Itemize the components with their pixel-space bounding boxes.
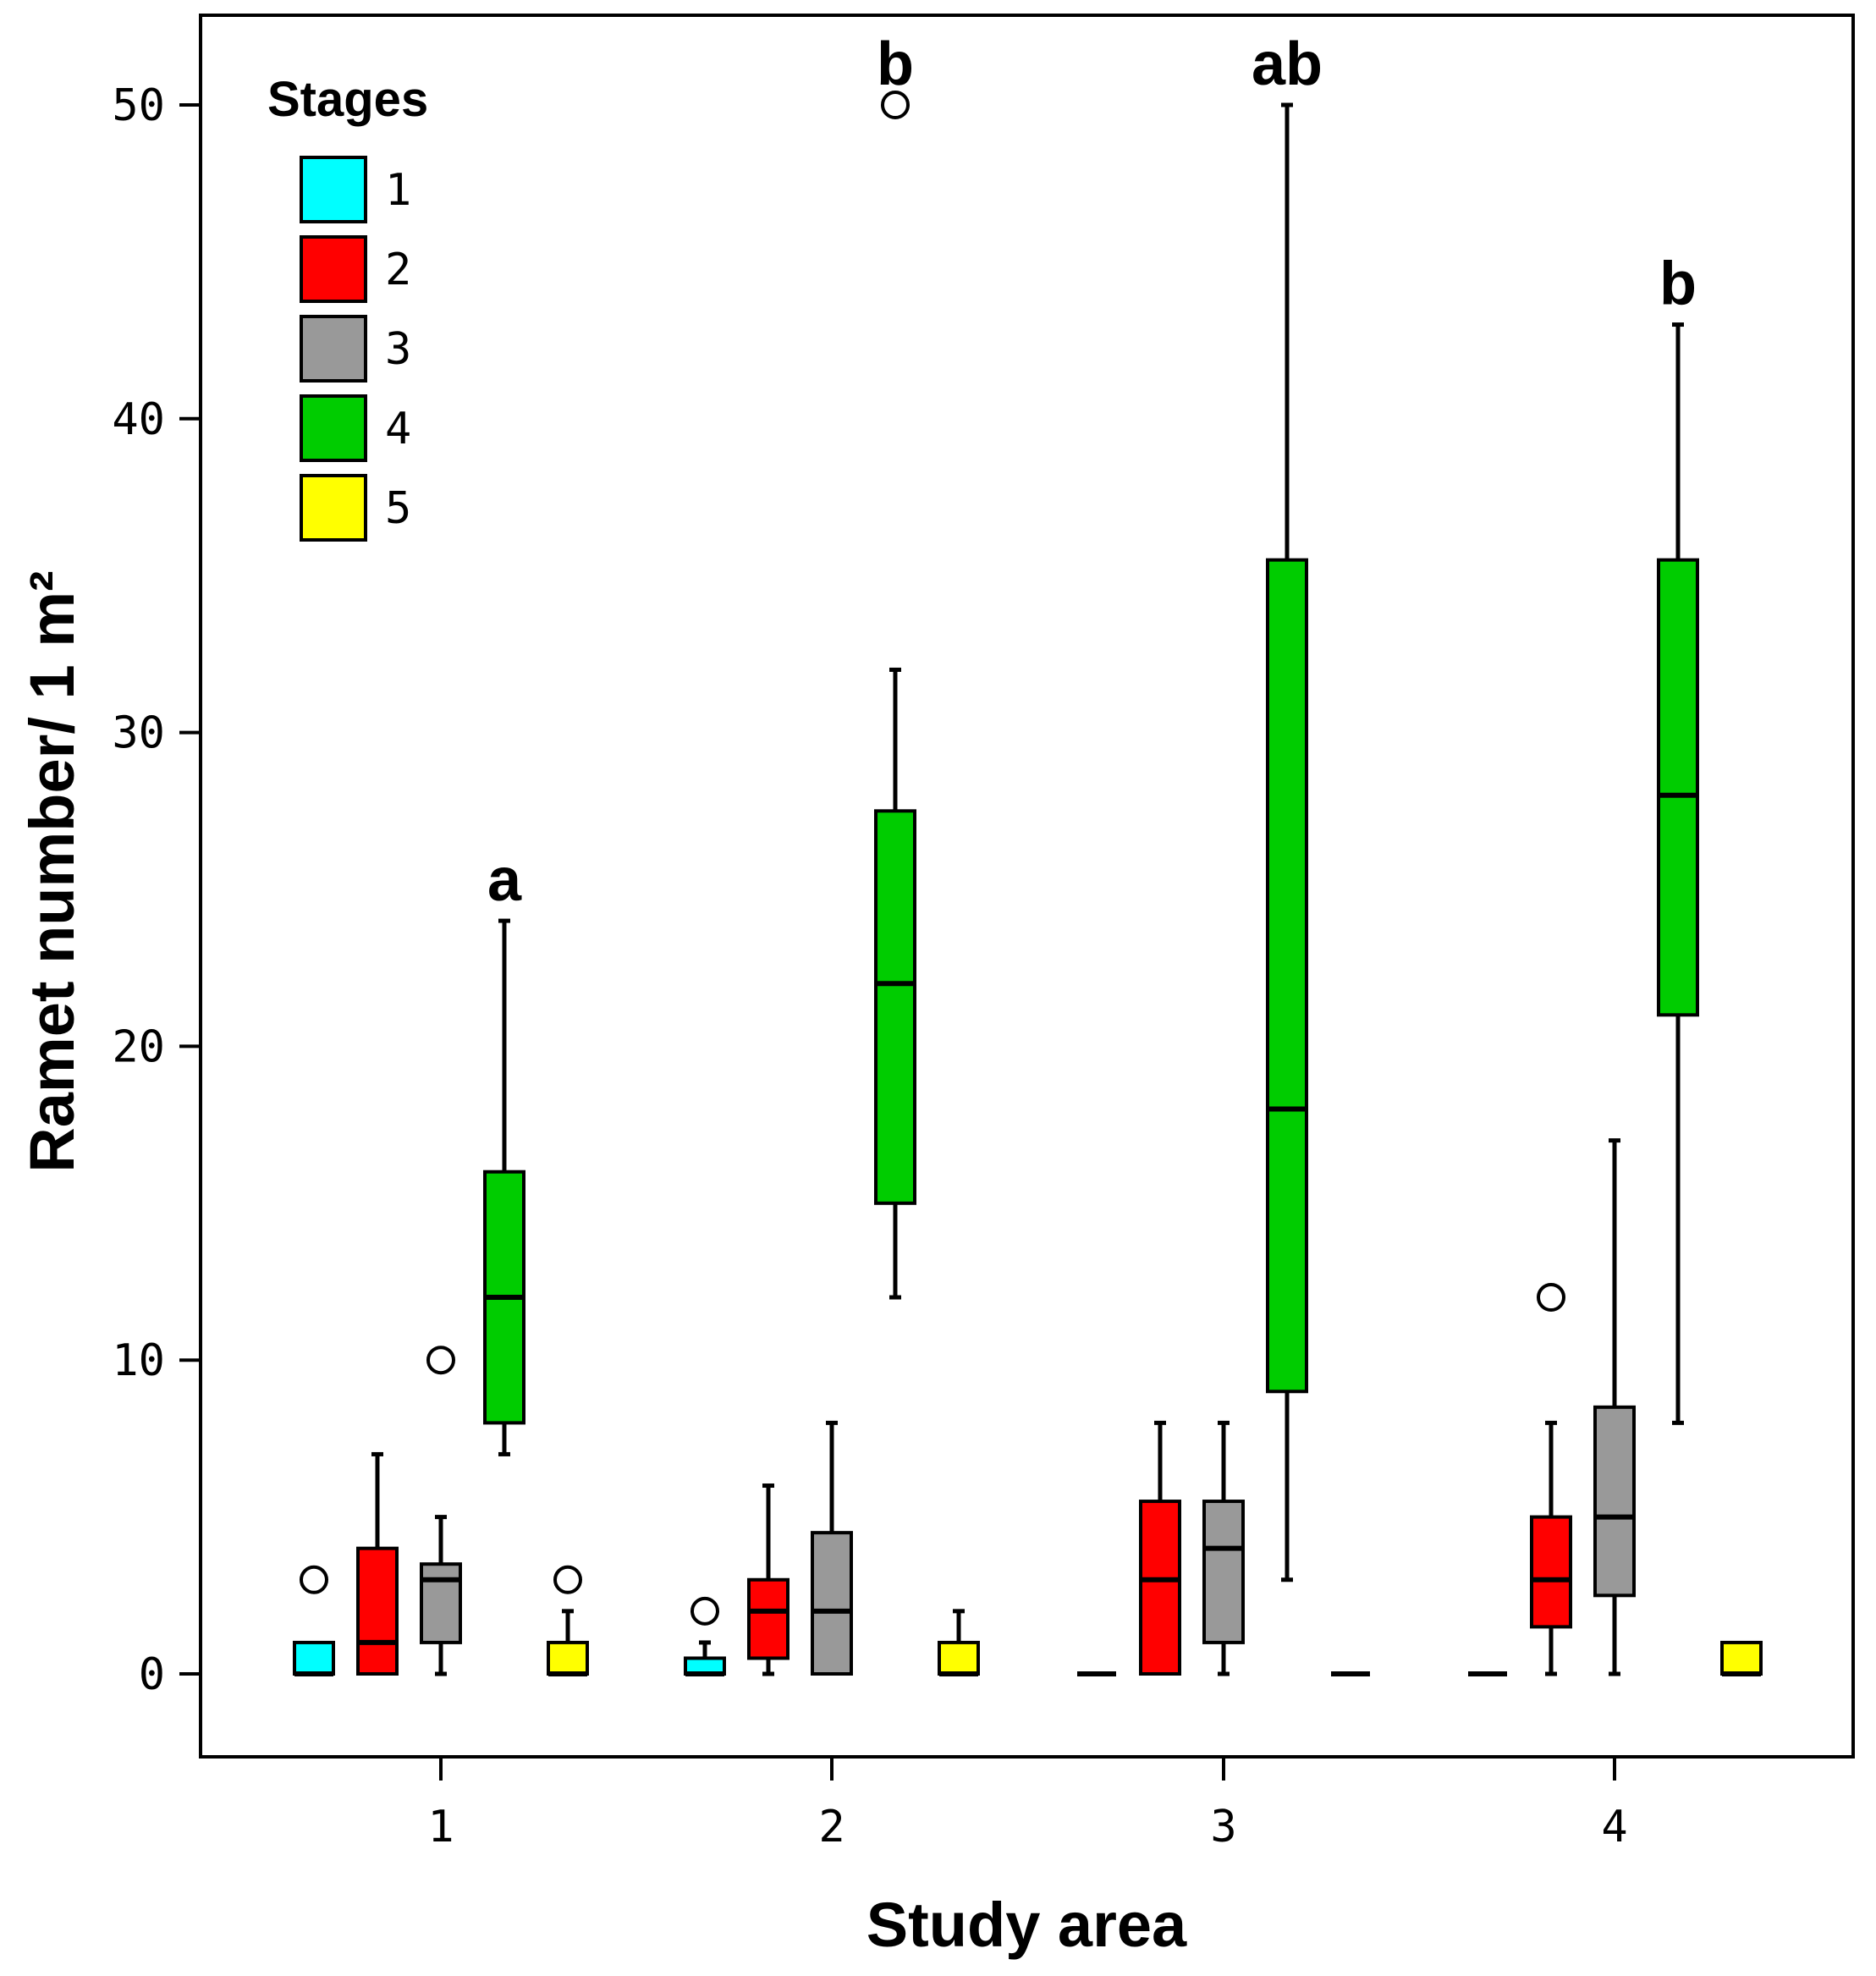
outlier-point — [553, 1565, 582, 1594]
significance-annotations: ab abb — [487, 30, 1697, 914]
box-stage-2-area-2 — [747, 1483, 789, 1676]
box-iqr — [874, 809, 916, 1205]
outlier-point — [690, 1596, 719, 1626]
box-stage-3-area-1 — [420, 1346, 462, 1676]
y-axis-title: Ramet number/ 1 m² — [17, 570, 87, 1172]
legend-label: 4 — [385, 404, 411, 454]
box-iqr — [1720, 1640, 1763, 1676]
box-stage-4-area-4 — [1657, 322, 1699, 1425]
outlier-point — [300, 1565, 328, 1594]
outlier-point — [1537, 1283, 1565, 1313]
y-tick-label: 40 — [112, 394, 165, 445]
legend-item: 3 — [300, 315, 411, 383]
box-stage-2-area-4 — [1530, 1283, 1572, 1676]
outlier-point — [881, 91, 910, 119]
box-stage-5-area-2 — [938, 1609, 980, 1676]
box-iqr — [293, 1640, 335, 1676]
x-axis: 1 2 3 4 — [427, 1757, 1628, 1852]
legend-item: 1 — [300, 156, 411, 223]
significance-letter: a — [487, 846, 522, 914]
y-tick-label: 50 — [112, 80, 165, 131]
box-iqr — [356, 1546, 399, 1676]
legend-swatch — [300, 394, 367, 462]
legend-label: 1 — [385, 165, 411, 216]
outlier-point — [426, 1346, 455, 1375]
plot-frame — [199, 14, 1855, 1759]
significance-letter: b — [877, 30, 914, 98]
legend: Stages 1 2 3 4 5 — [267, 72, 428, 542]
box-stage-1-area-2 — [684, 1596, 726, 1676]
box-stage-3-area-2 — [811, 1420, 853, 1676]
significance-letter: ab — [1252, 30, 1323, 98]
y-tick-label: 30 — [112, 708, 165, 759]
legend-label: 3 — [385, 324, 411, 375]
box-stage-4-area-1 — [483, 918, 525, 1456]
box-iqr — [1657, 558, 1699, 1017]
legend-item: 4 — [300, 394, 411, 462]
box-group — [293, 91, 1763, 1676]
box-stage-5-area-4 — [1720, 1640, 1763, 1676]
box-stage-1-area-1 — [293, 1565, 335, 1676]
legend-swatch — [300, 235, 367, 303]
box-stage-2-area-1 — [356, 1451, 399, 1676]
box-iqr — [420, 1562, 462, 1644]
legend-label: 5 — [385, 483, 411, 534]
y-tick-label: 20 — [112, 1021, 165, 1072]
box-iqr — [547, 1640, 589, 1676]
legend-title: Stages — [267, 72, 428, 127]
legend-swatch — [300, 474, 367, 542]
box-stage-3-area-3 — [1202, 1420, 1245, 1676]
legend-item: 5 — [300, 474, 411, 542]
legend-swatch — [300, 315, 367, 383]
box-iqr — [1202, 1500, 1245, 1644]
box-iqr — [747, 1577, 789, 1660]
box-iqr — [1593, 1405, 1636, 1598]
x-tick-label: 2 — [818, 1802, 844, 1852]
x-tick-label: 4 — [1601, 1802, 1627, 1852]
box-iqr — [938, 1640, 980, 1676]
legend-swatch — [300, 156, 367, 223]
box-stage-3-area-4 — [1593, 1138, 1636, 1676]
box-iqr — [1266, 558, 1308, 1394]
x-tick-label: 1 — [427, 1802, 454, 1852]
y-tick-label: 0 — [139, 1649, 165, 1700]
significance-letter: b — [1659, 250, 1697, 318]
box-iqr — [1139, 1500, 1181, 1676]
box-stage-4-area-3 — [1266, 102, 1308, 1582]
box-iqr — [811, 1531, 853, 1676]
legend-item: 2 — [300, 235, 411, 303]
box-iqr — [1530, 1515, 1572, 1629]
x-axis-title: Study area — [866, 1890, 1187, 1960]
y-axis: 0 10 20 30 40 50 — [112, 80, 201, 1700]
box-stage-2-area-3 — [1139, 1420, 1181, 1676]
legend-label: 2 — [385, 245, 411, 295]
x-tick-label: 3 — [1210, 1802, 1236, 1852]
y-tick-label: 10 — [112, 1335, 165, 1386]
box-stage-4-area-2 — [874, 91, 916, 1300]
box-stage-5-area-1 — [547, 1565, 589, 1676]
